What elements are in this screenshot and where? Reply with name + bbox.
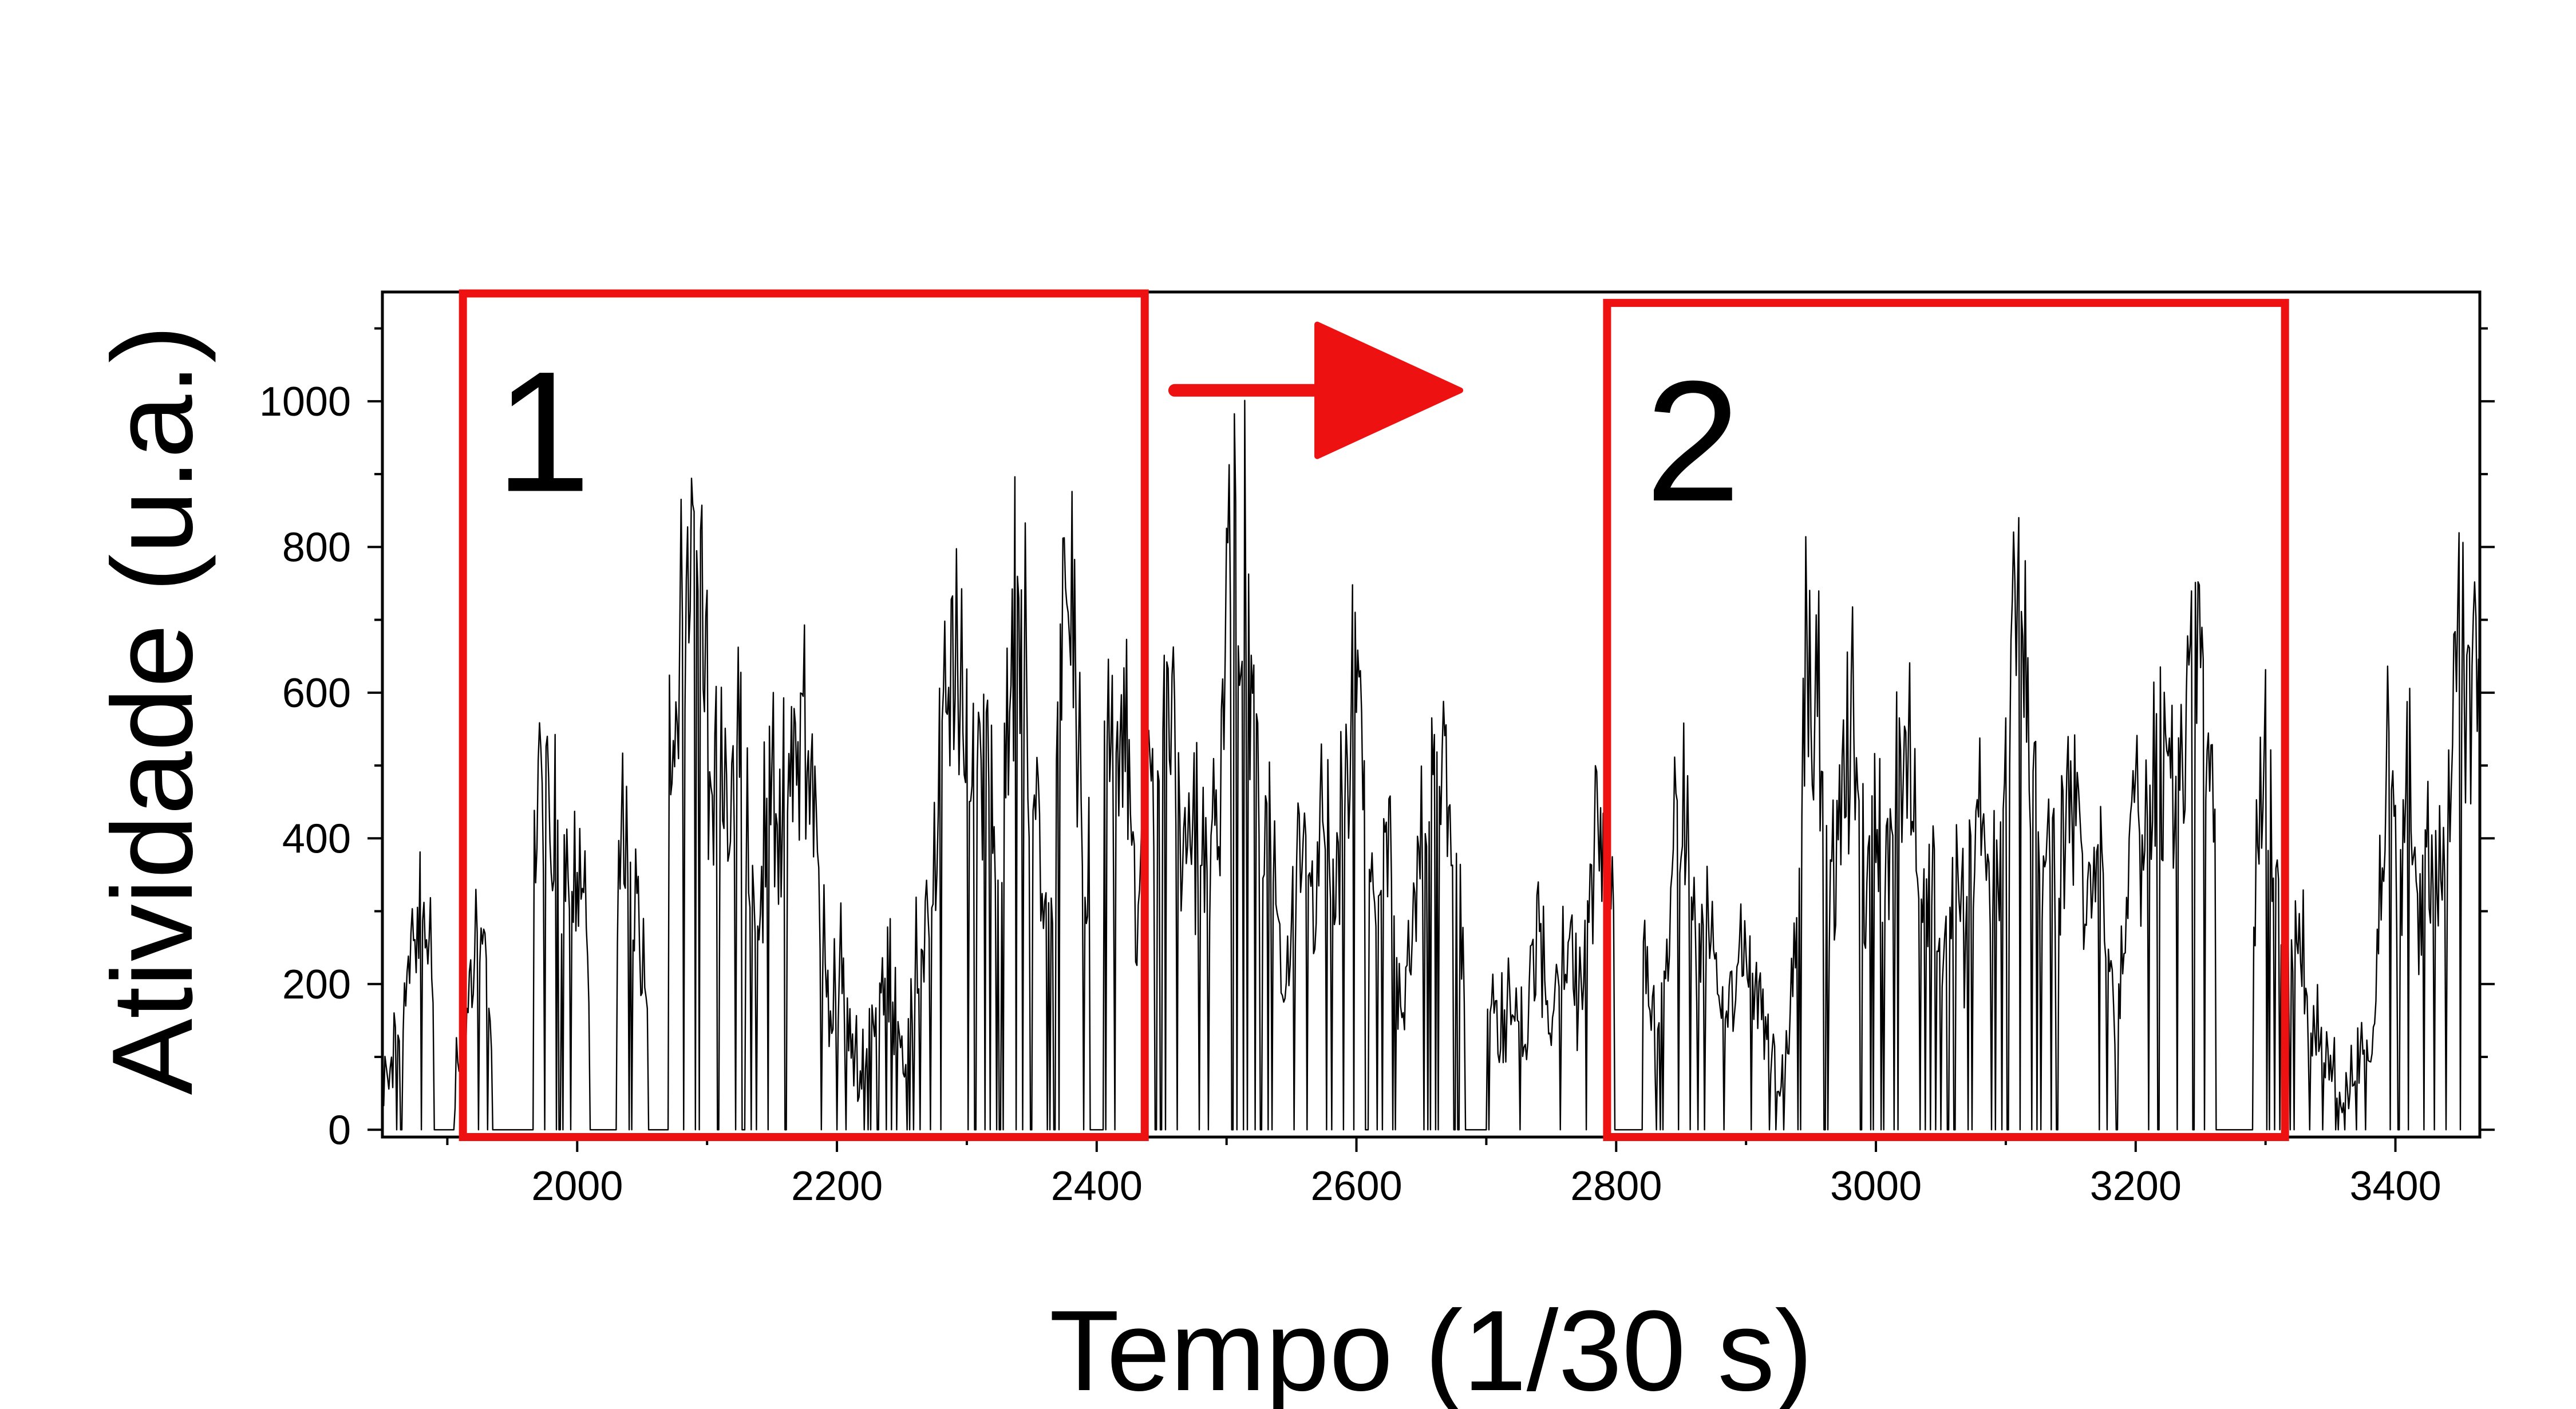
x-tick-label: 2000 <box>531 1163 623 1209</box>
x-tick-label: 2400 <box>1051 1163 1143 1209</box>
region-label-2: 2 <box>1645 345 1741 537</box>
x-tick-label: 2600 <box>1310 1163 1402 1209</box>
region-box-1 <box>459 289 1149 1141</box>
x-tick-label: 3000 <box>1830 1163 1922 1209</box>
y-tick-label: 600 <box>282 670 351 716</box>
region-label-1: 1 <box>495 336 591 528</box>
x-tick-label: 2200 <box>791 1163 883 1209</box>
y-tick-label: 1000 <box>259 379 351 425</box>
x-tick-label: 3200 <box>2090 1163 2182 1209</box>
x-tick-label: 3400 <box>2349 1163 2441 1209</box>
axis-ticks: 2000 2200 2400 2600 2800 3000 3200 340002004006… <box>259 327 2495 1209</box>
y-tick-label: 0 <box>328 1107 351 1153</box>
activity-series-line <box>381 400 2481 1131</box>
x-tick-label: 2800 <box>1570 1163 1662 1209</box>
y-tick-label: 200 <box>282 962 351 1008</box>
y-tick-label: 400 <box>282 816 351 862</box>
y-tick-label: 800 <box>282 524 351 570</box>
x-axis-title: Tempo (1/30 s) <box>1049 1287 1813 1409</box>
region-box-2 <box>1603 299 2289 1141</box>
y-axis-title: Atividade (u.a.) <box>89 325 216 1095</box>
arrow-head <box>1314 321 1464 459</box>
